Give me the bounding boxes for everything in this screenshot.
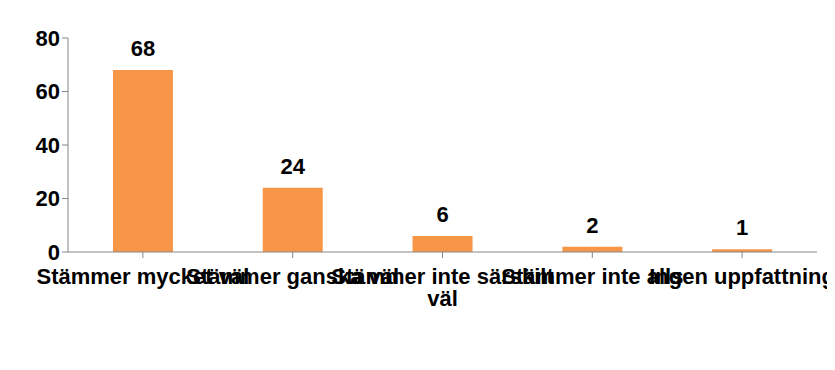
svg-text:1: 1 (736, 215, 748, 240)
svg-text:24: 24 (280, 154, 305, 179)
svg-text:40: 40 (36, 133, 60, 158)
svg-text:Ingen uppfattning: Ingen uppfattning (649, 264, 827, 289)
svg-text:60: 60 (36, 79, 60, 104)
svg-text:6: 6 (436, 202, 448, 227)
svg-text:0: 0 (48, 240, 60, 265)
svg-text:68: 68 (131, 36, 155, 61)
svg-text:2: 2 (586, 213, 598, 238)
svg-text:80: 80 (36, 26, 60, 51)
svg-text:20: 20 (36, 186, 60, 211)
